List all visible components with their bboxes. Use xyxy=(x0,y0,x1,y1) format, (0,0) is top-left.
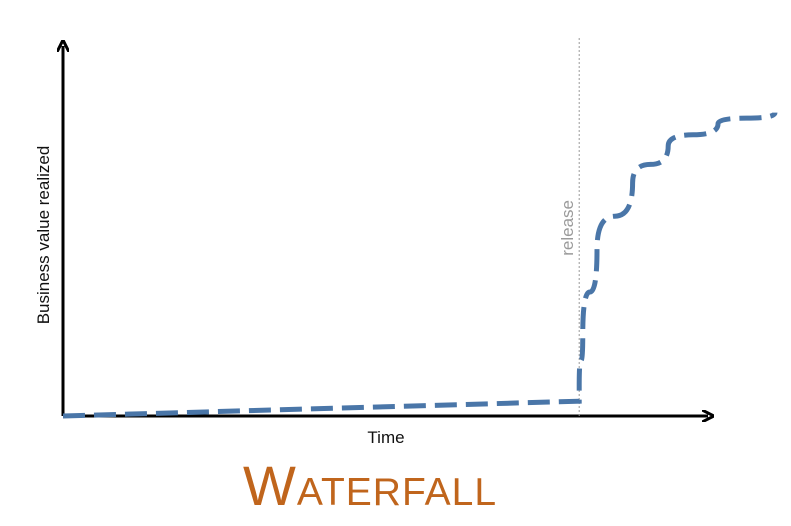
x-axis-label: Time xyxy=(367,428,404,447)
release-annotation: release xyxy=(558,200,577,256)
series-line-0 xyxy=(62,111,778,419)
y-axis-label: Business value realized xyxy=(34,146,53,325)
series-layer xyxy=(62,111,778,419)
chart-title: Waterfall xyxy=(243,454,497,517)
